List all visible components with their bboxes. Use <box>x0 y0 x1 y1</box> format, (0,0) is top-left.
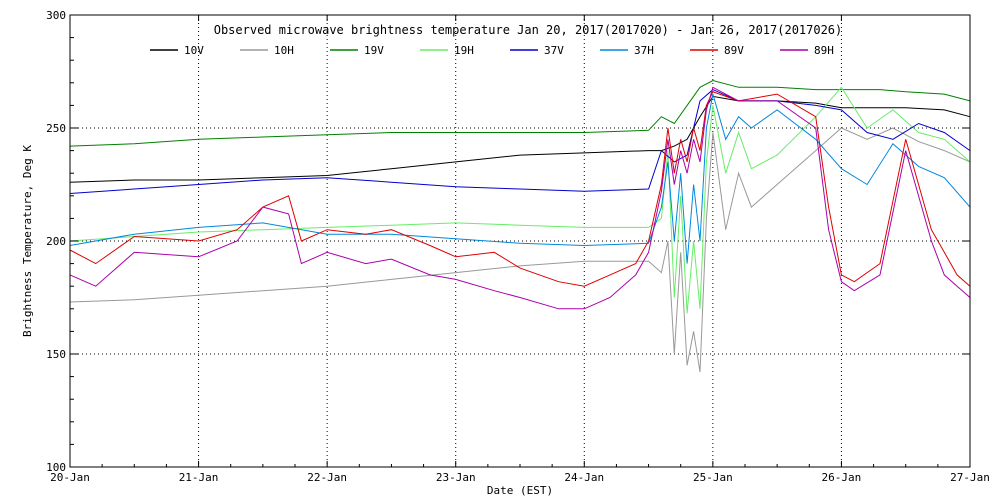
legend: 10V 10H 19V 19H 37V 37H 89V 89H <box>150 44 834 57</box>
x-tick-label: 23-Jan <box>436 471 476 484</box>
ticks: 20-Jan 21-Jan 22-Jan 23-Jan 24-Jan 25-Jan 26-J… <box>46 9 990 484</box>
series-line-37h <box>69 93 971 264</box>
x-tick-label: 22-Jan <box>307 471 347 484</box>
x-axis-label: Date (EST) <box>487 484 553 497</box>
legend-label: 10H <box>274 44 294 57</box>
series-line-19v <box>69 79 971 147</box>
legend-label: 89V <box>724 44 744 57</box>
series-line-37v <box>69 89 971 194</box>
y-tick-label: 100 <box>46 461 66 474</box>
legend-label: 37V <box>544 44 564 57</box>
grid <box>70 15 970 467</box>
x-tick-label: 21-Jan <box>179 471 219 484</box>
x-tick-label: 25-Jan <box>693 471 733 484</box>
series-line-19h <box>69 86 971 314</box>
y-tick-label: 200 <box>46 235 66 248</box>
x-tick-label: 26-Jan <box>822 471 862 484</box>
series-line-89h <box>69 86 971 310</box>
legend-label: 10V <box>184 44 204 57</box>
y-tick-label: 250 <box>46 122 66 135</box>
series-lines <box>69 79 971 373</box>
series-line-10h <box>69 127 971 373</box>
y-tick-label: 300 <box>46 9 66 22</box>
y-axis-label: Brightness Temperature, Deg K <box>21 145 34 337</box>
legend-label: 89H <box>814 44 834 57</box>
x-tick-label: 20-Jan <box>50 471 90 484</box>
y-tick-label: 150 <box>46 348 66 361</box>
series-line-89v <box>69 91 971 287</box>
chart-title: Observed microwave brightness temperatur… <box>214 23 843 37</box>
legend-label: 19V <box>364 44 384 57</box>
x-tick-label: 27-Jan <box>950 471 990 484</box>
legend-label: 37H <box>634 44 654 57</box>
x-tick-label: 24-Jan <box>564 471 604 484</box>
legend-label: 19H <box>454 44 474 57</box>
